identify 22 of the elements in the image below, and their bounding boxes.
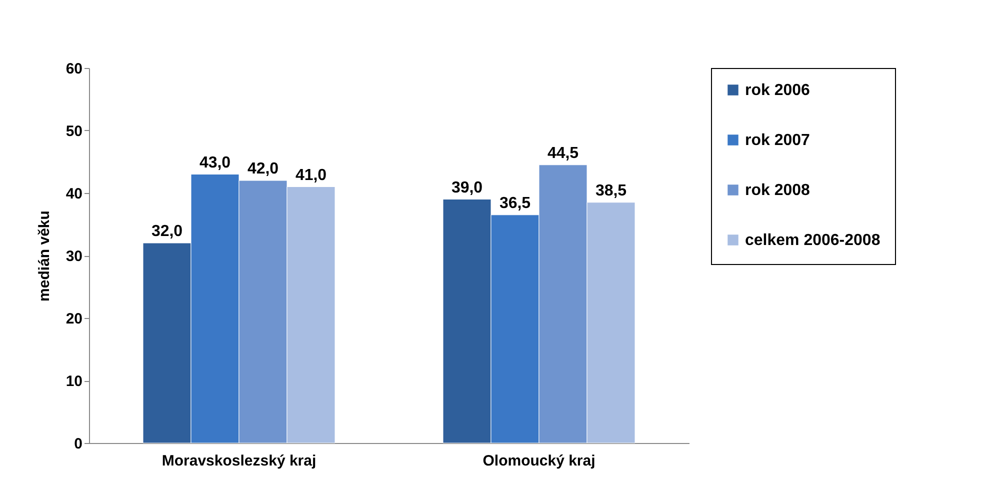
y-tick-label: 50 — [66, 123, 82, 140]
y-axis-title: medián věku — [36, 210, 53, 302]
data-label: 39,0 — [451, 179, 483, 196]
data-label: 32,0 — [151, 223, 183, 240]
y-tick-label: 10 — [66, 373, 82, 390]
y-tick-label: 20 — [66, 310, 82, 328]
y-tick-label: 30 — [66, 248, 82, 265]
data-label: 36,5 — [499, 194, 531, 212]
legend-label: rok 2008 — [745, 182, 810, 199]
legend-label: rok 2007 — [745, 132, 810, 149]
y-tick-label: 0 — [74, 436, 82, 452]
data-label: 42,0 — [247, 160, 279, 178]
x-tick-label: Moravskoslezský kraj — [162, 452, 316, 470]
legend-label: celkem 2006-2008 — [745, 232, 880, 249]
data-label: 38,5 — [595, 182, 627, 200]
x-tick-label: Olomoucký kraj — [482, 452, 596, 470]
data-label: 41,0 — [295, 166, 327, 184]
data-label: 44,5 — [547, 144, 579, 162]
y-tick-label: 60 — [66, 60, 82, 78]
y-tick-label: 40 — [66, 186, 82, 202]
data-label: 43,0 — [199, 154, 231, 172]
legend-label: rok 2006 — [745, 82, 810, 99]
